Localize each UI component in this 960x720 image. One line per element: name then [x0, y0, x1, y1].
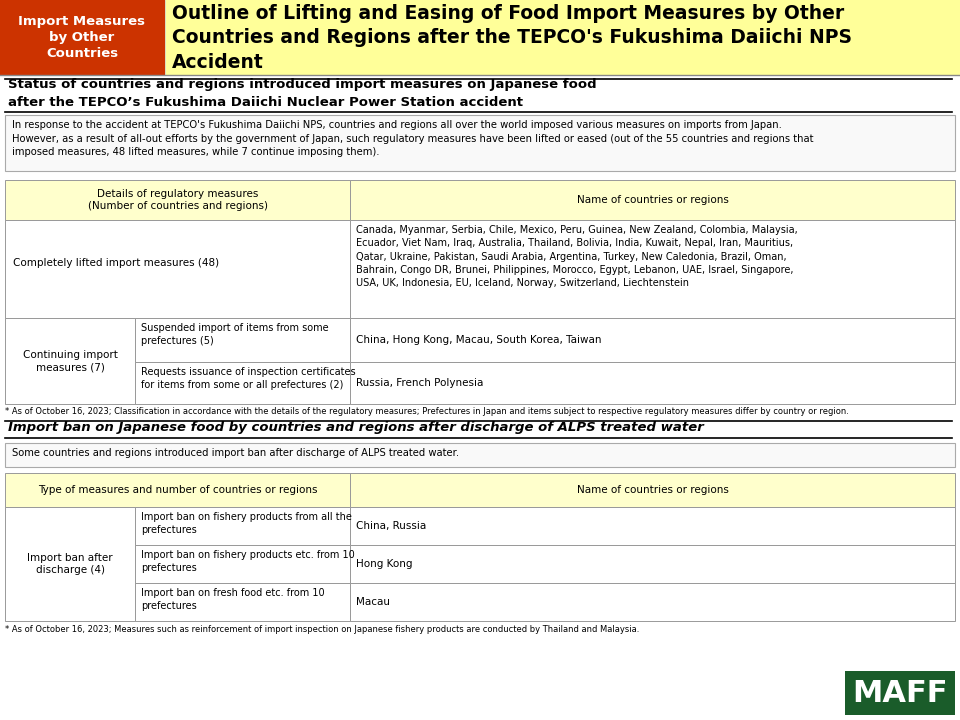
- Text: Name of countries or regions: Name of countries or regions: [577, 195, 729, 205]
- Bar: [350, 180, 955, 220]
- Text: Continuing import
measures (7): Continuing import measures (7): [23, 350, 117, 372]
- Bar: [135, 583, 350, 621]
- Text: In response to the accident at TEPCO's Fukushima Daiichi NPS, countries and regi: In response to the accident at TEPCO's F…: [12, 120, 813, 157]
- Text: Russia, French Polynesia: Russia, French Polynesia: [356, 378, 484, 388]
- Text: Macau: Macau: [356, 597, 390, 607]
- Text: China, Russia: China, Russia: [356, 521, 426, 531]
- Text: * As of October 16, 2023; Classification in accordance with the details of the r: * As of October 16, 2023; Classification…: [5, 407, 849, 416]
- Bar: [350, 545, 955, 583]
- Text: * As of October 16, 2023; Measures such as reinforcement of import inspection on: * As of October 16, 2023; Measures such …: [5, 625, 639, 634]
- Text: Canada, Myanmar, Serbia, Chile, Mexico, Peru, Guinea, New Zealand, Colombia, Mal: Canada, Myanmar, Serbia, Chile, Mexico, …: [356, 225, 798, 289]
- Text: Completely lifted import measures (48): Completely lifted import measures (48): [13, 258, 219, 268]
- Text: Status of countries and regions introduced import measures on Japanese food: Status of countries and regions introduc…: [8, 78, 596, 91]
- Text: Some countries and regions introduced import ban after discharge of ALPS treated: Some countries and regions introduced im…: [12, 448, 459, 458]
- Text: Import Measures
by Other
Countries: Import Measures by Other Countries: [18, 15, 146, 60]
- Bar: [5, 220, 350, 318]
- Bar: [5, 318, 135, 404]
- Bar: [350, 583, 955, 621]
- Text: Requests issuance of inspection certificates
for items from some or all prefectu: Requests issuance of inspection certific…: [141, 367, 355, 390]
- Text: China, Hong Kong, Macau, South Korea, Taiwan: China, Hong Kong, Macau, South Korea, Ta…: [356, 335, 602, 345]
- Bar: [135, 507, 350, 545]
- Text: Hong Kong: Hong Kong: [356, 559, 413, 569]
- Text: Import ban on fishery products from all the
prefectures: Import ban on fishery products from all …: [141, 512, 352, 535]
- Bar: [350, 318, 955, 362]
- Bar: [350, 220, 955, 318]
- Bar: [845, 671, 955, 715]
- Bar: [135, 545, 350, 583]
- Bar: [5, 507, 135, 621]
- Bar: [350, 507, 955, 545]
- Text: MAFF: MAFF: [852, 678, 948, 708]
- Bar: [350, 362, 955, 404]
- Text: after the TEPCO’s Fukushima Daiichi Nuclear Power Station accident: after the TEPCO’s Fukushima Daiichi Nucl…: [8, 96, 523, 109]
- Bar: [135, 362, 350, 404]
- Text: Import ban after
discharge (4): Import ban after discharge (4): [27, 553, 113, 575]
- Text: Suspended import of items from some
prefectures (5): Suspended import of items from some pref…: [141, 323, 328, 346]
- Bar: [0, 0, 165, 75]
- Bar: [350, 473, 955, 507]
- Text: Outline of Lifting and Easing of Food Import Measures by Other
Countries and Reg: Outline of Lifting and Easing of Food Im…: [172, 4, 852, 71]
- Bar: [135, 318, 350, 362]
- Bar: [5, 115, 955, 171]
- Text: Import ban on Japanese food by countries and regions after discharge of ALPS tre: Import ban on Japanese food by countries…: [8, 421, 704, 434]
- Text: Import ban on fishery products etc. from 10
prefectures: Import ban on fishery products etc. from…: [141, 550, 355, 573]
- Text: Import ban on fresh food etc. from 10
prefectures: Import ban on fresh food etc. from 10 pr…: [141, 588, 324, 611]
- Text: Type of measures and number of countries or regions: Type of measures and number of countries…: [37, 485, 317, 495]
- Text: Name of countries or regions: Name of countries or regions: [577, 485, 729, 495]
- Bar: [5, 473, 350, 507]
- Bar: [5, 443, 955, 467]
- Bar: [0, 0, 960, 75]
- Text: Details of regulatory measures
(Number of countries and regions): Details of regulatory measures (Number o…: [87, 189, 268, 211]
- Bar: [5, 180, 350, 220]
